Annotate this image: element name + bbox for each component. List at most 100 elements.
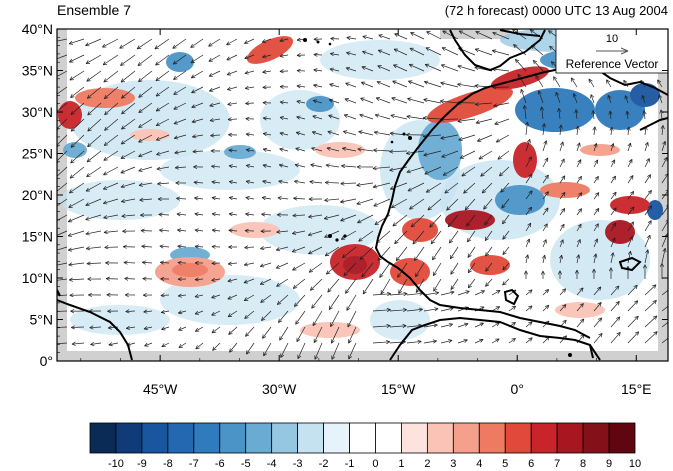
wind-arrowhead [121,213,126,218]
wind-arrowhead [515,58,520,64]
wind-arrowhead [595,207,600,213]
wind-arrowhead [442,171,448,176]
wind-arrowhead [557,108,562,113]
lat-tick-label: 20°N [22,187,53,203]
wind-arrowhead [537,90,542,95]
wind-arrowhead [177,293,182,298]
wind-arrow [627,236,633,248]
wind-arrowhead [208,42,213,47]
wind-arrow [329,99,340,104]
wind-arrow [57,38,68,42]
wind-arrow [246,342,255,355]
wind-arrow [440,291,455,296]
wind-arrow [103,198,119,204]
lon-tick-label: 0° [511,381,524,397]
wind-arrowhead [577,175,582,181]
wind-arrowhead [87,111,92,116]
wind-arrowhead [386,291,391,297]
colorbar-label: 5 [502,458,508,470]
wind-arrowhead [86,94,92,99]
wind-arrowhead [615,301,620,306]
wind-arrow [119,38,136,49]
wind-arrowhead [279,147,284,152]
wind-arrowhead [51,294,55,297]
wind-arrowhead [194,327,200,332]
wind-arrowhead [528,206,533,212]
wind-arrow [102,38,119,48]
wind-arrow [313,84,323,88]
wind-arrow [262,180,272,184]
wind-arrow [126,326,136,329]
wind-arrowhead [324,180,329,185]
wind-arrow [161,342,170,347]
wind-arrowhead [376,80,381,85]
wind-arrow [211,165,221,168]
wind-arrowhead [330,322,334,327]
wind-arrow [362,51,374,56]
wind-arrow [313,100,323,104]
wind-arrowhead [314,355,319,360]
wind-arrowhead [86,173,91,178]
wind-arrow [624,95,629,104]
colorbar-swatch [219,422,247,454]
wind-arrowhead [312,321,317,327]
wind-arrowhead [70,127,76,132]
wind-arrowhead [68,40,74,45]
wind-arrow [175,166,187,169]
wind-arrowhead [308,197,313,202]
wind-arrowhead [432,271,437,277]
wind-arrow [85,54,102,64]
wind-arrow [644,300,657,312]
wind-arrow [191,86,204,94]
wind-arrow [644,234,651,248]
wind-arrow [423,292,439,296]
wind-arrow [87,134,102,148]
wind-arrow [326,262,340,275]
wind-arrowhead [623,79,628,85]
wind-arrowhead [609,126,614,131]
wind-arrowhead [121,198,126,203]
wind-arrowhead [228,228,233,233]
wind-arrowhead [422,116,427,121]
wind-arrow [484,214,493,226]
wind-arrow [593,208,600,216]
wind-arrow [429,214,442,228]
wind-arrow [309,181,323,184]
wind-arrowhead [124,276,129,281]
wind-arrow [593,302,602,312]
wind-arrow [226,38,238,46]
wind-arrowhead [348,339,352,344]
wind-arrow [294,180,306,184]
wind-arrowhead [457,64,462,69]
wind-arrow [610,175,616,184]
wind-arrow [474,339,484,344]
wind-arrowhead [407,187,412,192]
wind-arrowhead [227,117,232,122]
wind-arrowhead [53,326,57,329]
wind-arrowhead [120,61,125,66]
wind-arrowhead [492,49,497,54]
wind-arrow [644,220,652,232]
wind-arrowhead [408,63,414,68]
wind-arrow [538,90,544,104]
wind-arrowhead [523,270,529,275]
wind-arrow [433,278,442,292]
wind-arrow [457,83,476,88]
lat-tick-label: 40°N [22,21,53,37]
wind-arrow [559,175,566,184]
wind-arrowhead [138,108,143,114]
wind-arrow [138,150,153,157]
wind-arrow [576,208,582,216]
wind-arrow [356,198,374,205]
wind-arrow [424,81,442,88]
wind-arrow [449,230,459,244]
wind-arrow [57,86,68,95]
wind-arrow [627,284,638,296]
wind-arrow [607,95,612,104]
wind-arrow [559,288,566,296]
colorbar-swatch [582,422,610,454]
wind-arrowhead [103,215,108,220]
wind-arrow [610,301,620,312]
wind-arrowhead [542,239,547,244]
wind-arrowhead [194,212,199,217]
